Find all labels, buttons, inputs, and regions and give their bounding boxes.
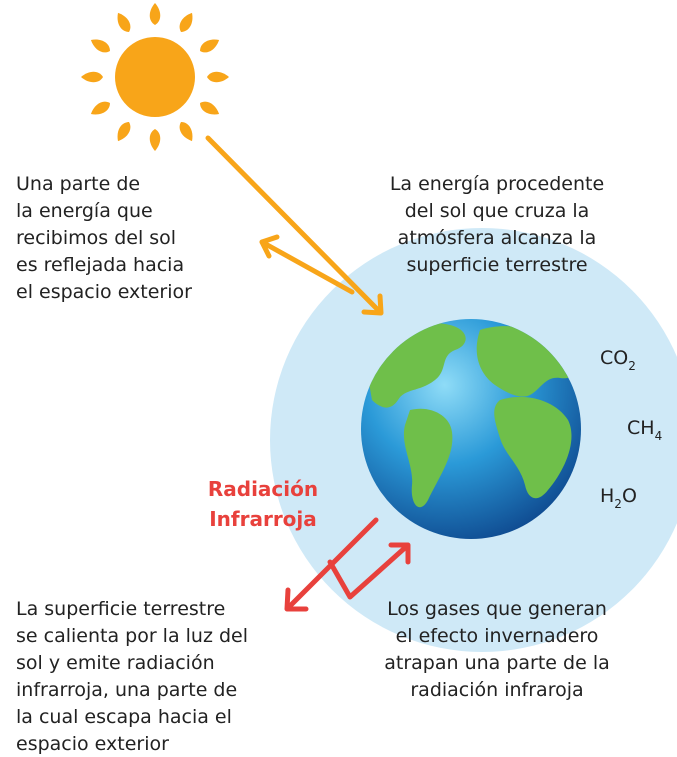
reflected-text: recibimos del sol: [16, 227, 176, 249]
gas-part: O: [622, 485, 637, 507]
trapped-text: el efecto invernadero: [396, 625, 599, 647]
trapped-text: atrapan una parte de la: [384, 652, 610, 674]
radiation-label: Radiación: [208, 477, 318, 501]
escape-text: se calienta por la luz del: [16, 625, 248, 647]
reflected-text: el espacio exterior: [16, 281, 192, 303]
gas-part: 2: [628, 359, 636, 373]
escape-text: sol y emite radiación: [16, 652, 215, 674]
gas-part: CH: [627, 417, 655, 439]
incoming-text: La energía procedente: [390, 173, 604, 195]
incoming-text: del sol que cruza la: [405, 200, 590, 222]
gas-part: 2: [614, 497, 622, 511]
trapped-text: Los gases que generan: [387, 598, 607, 620]
incoming-text: superficie terrestre: [406, 254, 587, 276]
diagram: Una parte de la energía que recibimos del …: [0, 0, 677, 757]
escape-text: infrarroja, una parte de: [16, 679, 237, 701]
earth: [361, 319, 581, 539]
trapped-text: radiación infraroja: [410, 679, 583, 701]
gas-part: 4: [655, 429, 663, 443]
reflected-text: la energía que: [16, 200, 153, 222]
gas-part: H: [600, 485, 614, 507]
radiation-label: Infrarroja: [209, 507, 317, 531]
reflected-text: es reflejada hacia: [16, 254, 184, 276]
escape-text: espacio exterior: [16, 733, 169, 755]
escape-text: La superficie terrestre: [16, 598, 225, 620]
gas-part: CO: [600, 347, 628, 369]
incoming-text: atmósfera alcanza la: [398, 227, 597, 249]
escape-text: la cual escapa hacia el: [16, 706, 232, 728]
solar-arrows: [208, 138, 381, 313]
sun: [81, 3, 229, 151]
reflected-text: Una parte de: [16, 173, 140, 195]
